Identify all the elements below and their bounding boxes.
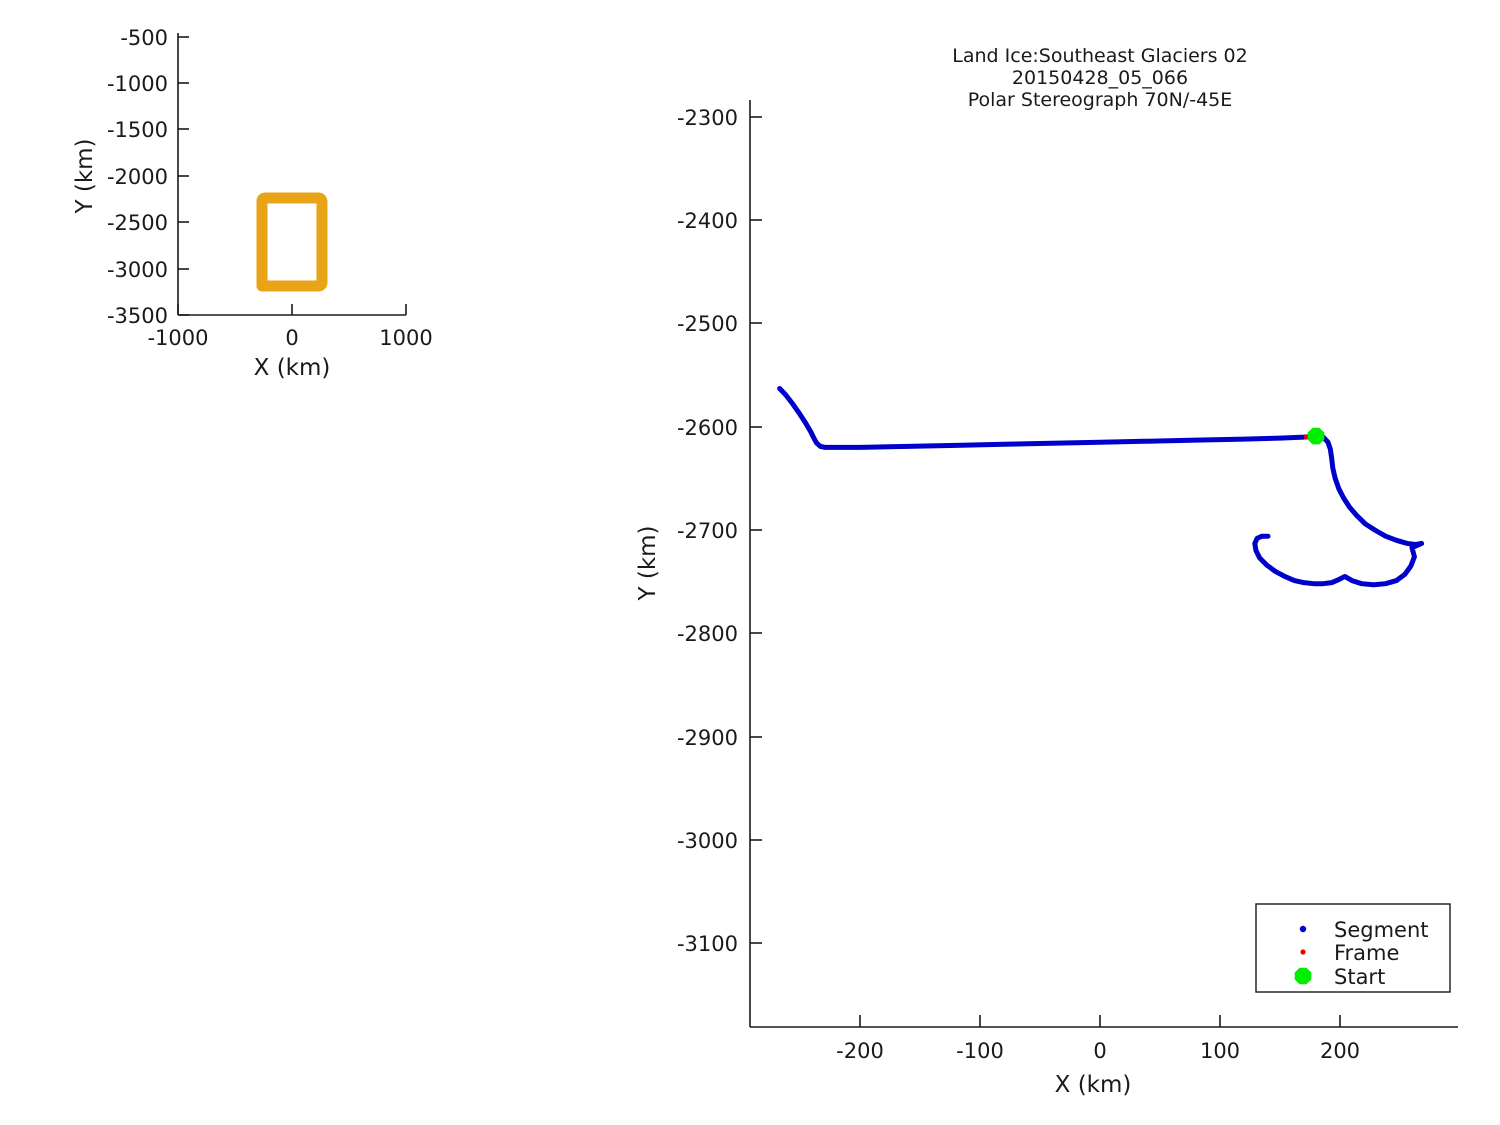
plot-title-line-3: Polar Stereograph 70N/-45E bbox=[968, 89, 1233, 111]
legend-segment-label: Segment bbox=[1334, 918, 1429, 942]
inset-x-ticks bbox=[177, 304, 407, 315]
inset-x-tick-label: 1000 bbox=[379, 326, 432, 350]
inset-x-tick-label: -1000 bbox=[147, 326, 208, 350]
inset-y-tick-label: -2500 bbox=[107, 211, 168, 235]
inset-x-axis-title: X (km) bbox=[254, 355, 331, 381]
main-x-tick-label: -200 bbox=[836, 1039, 884, 1063]
legend-frame-marker-icon bbox=[1300, 949, 1306, 955]
main-x-axis-title: X (km) bbox=[1055, 1072, 1132, 1098]
main-y-axis-title: Y (km) bbox=[635, 525, 661, 601]
legend-frame bbox=[1255, 903, 1451, 993]
legend-start-marker-icon bbox=[1294, 967, 1312, 985]
plot-title-line-1: Land Ice:Southeast Glaciers 02 bbox=[952, 45, 1247, 67]
main-y-tick-label: -2500 bbox=[677, 312, 738, 336]
inset-y-axis-title: Y (km) bbox=[72, 138, 98, 214]
inset-y-tick-label: -3000 bbox=[107, 258, 168, 282]
inset-overview-plot: -500 -1000 -1500 -2000 -2500 -3000 -3500… bbox=[72, 26, 433, 381]
inset-x-tick-label: 0 bbox=[285, 326, 298, 350]
plot-title-line-2: 20150428_05_066 bbox=[1012, 67, 1188, 89]
inset-y-tick-label: -1500 bbox=[107, 118, 168, 142]
legend-segment-marker-icon bbox=[1299, 925, 1307, 933]
main-x-tick-label: 200 bbox=[1320, 1039, 1360, 1063]
main-x-tick-label: 100 bbox=[1200, 1039, 1240, 1063]
inset-y-tick-label: -2000 bbox=[107, 165, 168, 189]
segment-track-line bbox=[777, 386, 1425, 588]
main-flight-track-plot: -2300 -2400 -2500 -2600 -2700 -2800 -290… bbox=[635, 45, 1458, 1098]
main-y-tick-label: -2900 bbox=[677, 726, 738, 750]
main-y-tick-label: -2800 bbox=[677, 622, 738, 646]
inset-y-tick-label: -500 bbox=[120, 26, 168, 50]
legend-start-label: Start bbox=[1334, 965, 1385, 989]
main-x-ticks bbox=[859, 1015, 1341, 1027]
inset-y-tick-label: -3500 bbox=[107, 304, 168, 328]
inset-y-tick-label: -1000 bbox=[107, 72, 168, 96]
main-y-tick-label: -2700 bbox=[677, 519, 738, 543]
plot-legend[interactable]: Segment Frame Start bbox=[1255, 903, 1451, 993]
main-y-tick-label: -2400 bbox=[677, 209, 738, 233]
main-y-tick-label: -2300 bbox=[677, 106, 738, 130]
main-y-ticks bbox=[750, 116, 762, 944]
legend-frame-label: Frame bbox=[1334, 941, 1399, 965]
inset-y-ticks bbox=[178, 36, 189, 316]
main-x-tick-label: 0 bbox=[1093, 1039, 1106, 1063]
start-marker-octagon bbox=[1307, 427, 1325, 445]
greenland-outline bbox=[256, 192, 328, 292]
main-x-tick-label: -100 bbox=[956, 1039, 1004, 1063]
main-y-tick-label: -3100 bbox=[677, 932, 738, 956]
main-y-tick-label: -3000 bbox=[677, 829, 738, 853]
main-y-tick-label: -2600 bbox=[677, 416, 738, 440]
